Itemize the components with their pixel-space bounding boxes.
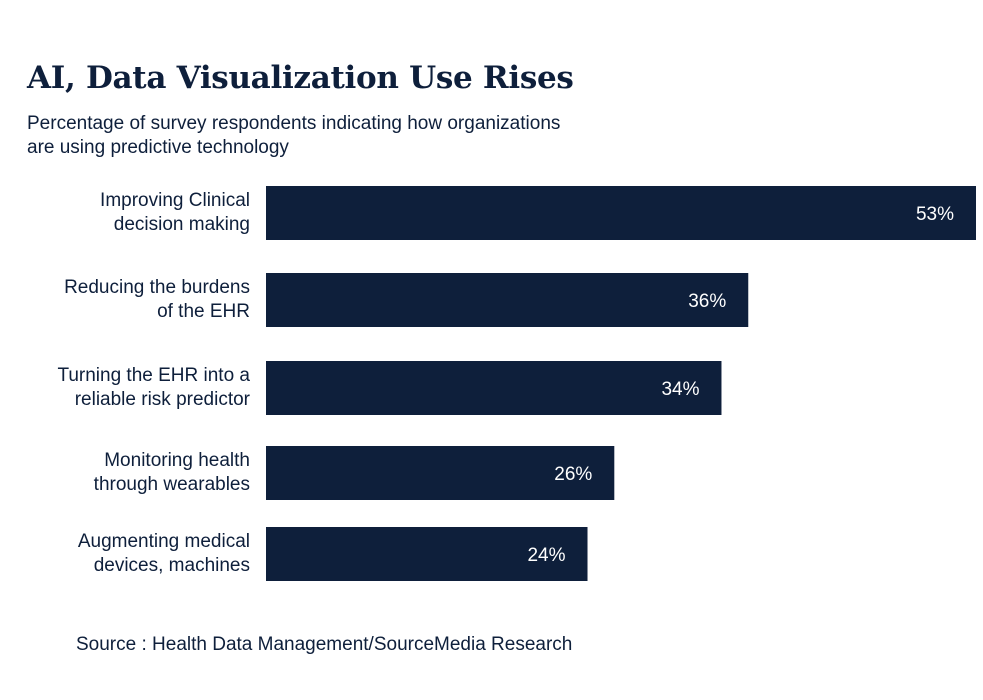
bar-value-label-3: 34% bbox=[661, 379, 699, 400]
category-label-3-line-1: Turning the EHR into a bbox=[57, 365, 250, 386]
bar-value-label-5: 24% bbox=[527, 545, 565, 566]
chart-title: AI, Data Visualization Use Rises bbox=[27, 60, 574, 96]
category-label-1-line-2: decision making bbox=[114, 214, 250, 235]
bar-2 bbox=[266, 273, 749, 327]
category-label-5-line-1: Augmenting medical bbox=[78, 531, 250, 552]
category-label-3-line-2: reliable risk predictor bbox=[75, 389, 251, 410]
bar-5 bbox=[266, 527, 588, 581]
bar-chart: 53% Improving Clinical decision making 36% R… bbox=[57, 186, 976, 581]
source-note: Source : Health Data Management/SourceMe… bbox=[76, 634, 573, 655]
chart-subtitle-line-1: Percentage of survey respondents indicat… bbox=[27, 113, 561, 134]
category-label-1-line-1: Improving Clinical bbox=[100, 190, 250, 211]
category-label-2-line-1: Reducing the burdens bbox=[64, 277, 250, 298]
bar-value-label-2: 36% bbox=[688, 291, 726, 312]
chart-subtitle: Percentage of survey respondents indicat… bbox=[27, 112, 627, 160]
category-label-4-line-1: Monitoring health bbox=[104, 450, 250, 471]
chart-subtitle-line-2: are using predictive technology bbox=[27, 137, 289, 158]
bar-4 bbox=[266, 446, 615, 500]
category-label-4-line-2: through wearables bbox=[94, 474, 250, 495]
bar-value-label-1: 53% bbox=[916, 204, 954, 225]
bar-3 bbox=[266, 361, 722, 415]
category-label-2-line-2: of the EHR bbox=[157, 301, 250, 322]
bar-1 bbox=[266, 186, 976, 240]
category-label-5-line-2: devices, machines bbox=[94, 555, 250, 576]
bar-value-label-4: 26% bbox=[554, 464, 592, 485]
